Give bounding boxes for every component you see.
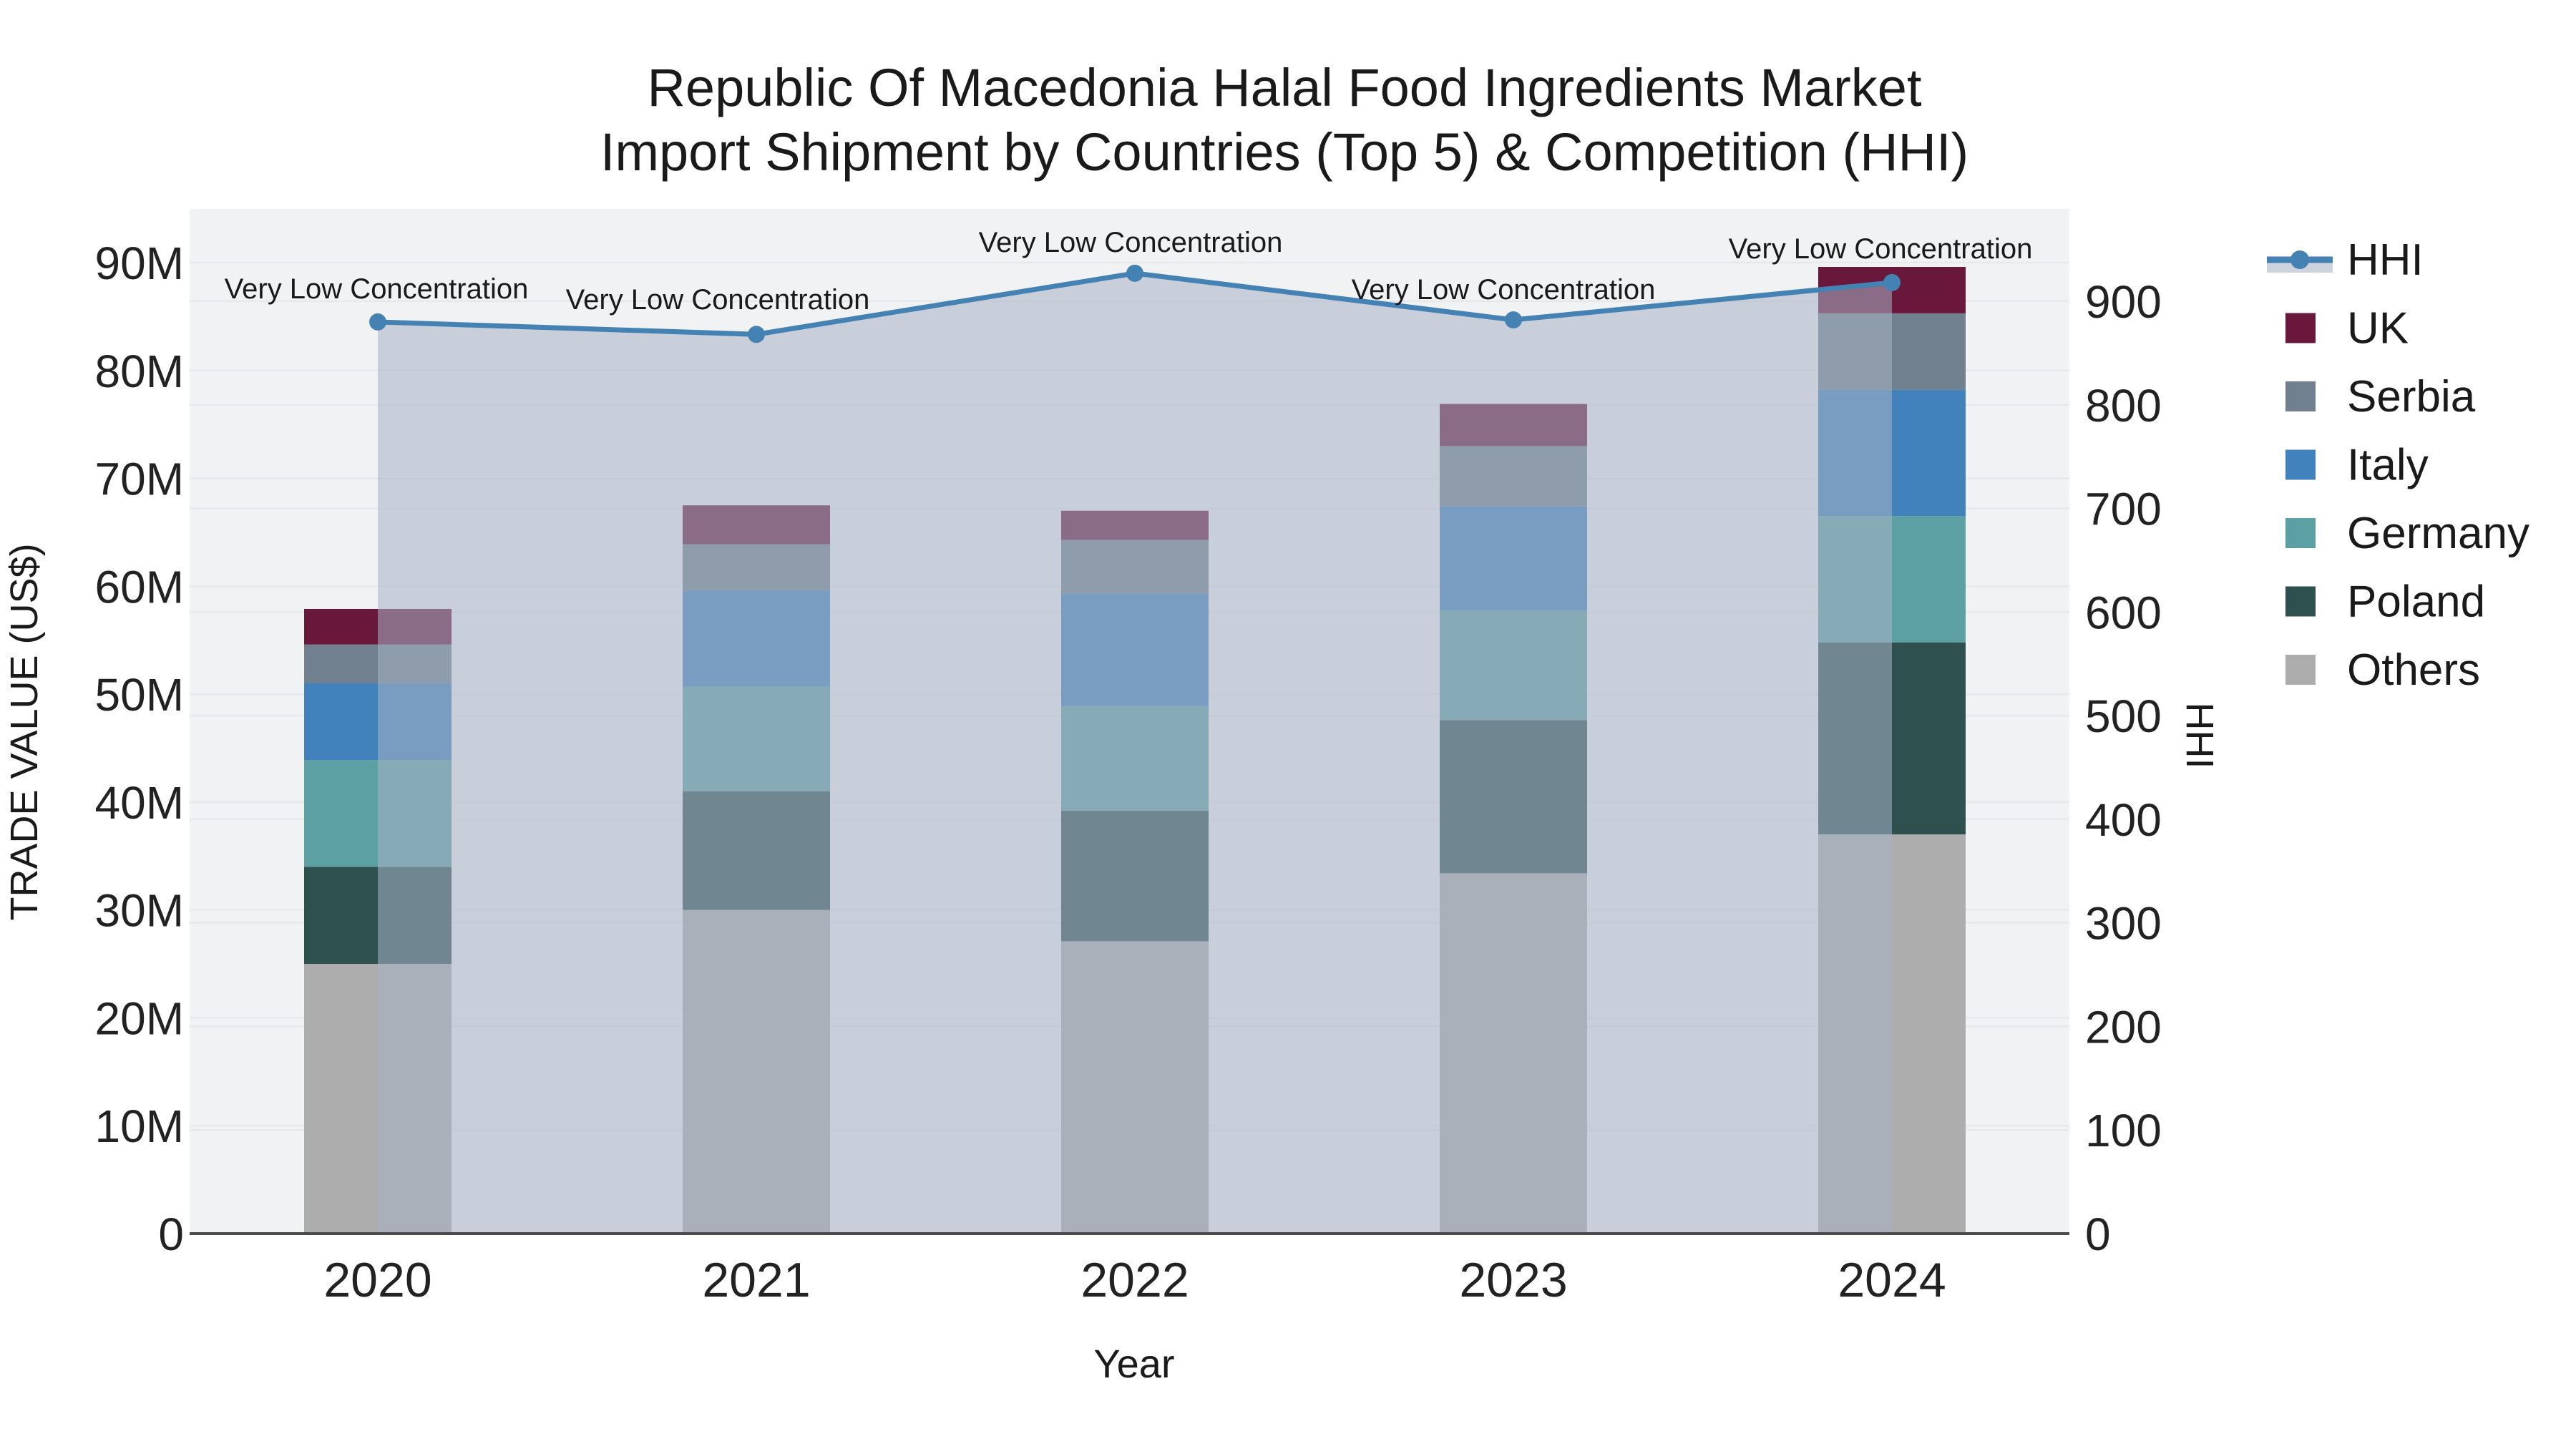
- legend-item-others[interactable]: Others: [2285, 645, 2480, 695]
- hhi-marker-2023[interactable]: [1505, 311, 1522, 329]
- annotation-2020: Very Low Concentration: [225, 273, 529, 305]
- chart-title-line1: Republic Of Macedonia Halal Food Ingredi…: [647, 58, 1921, 117]
- hhi-legend-marker-icon: [2290, 250, 2309, 269]
- annotations-layer: Very Low Concentration Very Low Concentra…: [225, 227, 2033, 316]
- hhi-area-fill: [378, 273, 1892, 1234]
- legend-label-uk: UK: [2347, 304, 2409, 353]
- legend-item-poland[interactable]: Poland: [2285, 577, 2485, 627]
- hhi-marker-2021[interactable]: [748, 326, 765, 343]
- x-tick-2024: 2024: [1838, 1253, 1946, 1307]
- legend-label-hhi: HHI: [2347, 235, 2424, 285]
- legend-label-italy: Italy: [2347, 441, 2429, 490]
- legend-swatch-uk: [2285, 313, 2316, 343]
- left-tick-70M: 70M: [95, 454, 185, 505]
- annotation-2022: Very Low Concentration: [979, 227, 1283, 258]
- hhi-fill-band: [378, 273, 1892, 1234]
- right-tick-200: 200: [2085, 1001, 2162, 1053]
- annotation-2024: Very Low Concentration: [1729, 233, 2033, 265]
- right-tick-600: 600: [2085, 587, 2162, 638]
- left-tick-50M: 50M: [95, 669, 185, 721]
- x-tick-2020: 2020: [323, 1253, 431, 1307]
- annotation-2023: Very Low Concentration: [1352, 274, 1656, 306]
- x-tick-2023: 2023: [1459, 1253, 1567, 1307]
- right-axis-tick-labels: 0 100 200 300 400 500 600 700 800 900: [2085, 276, 2162, 1260]
- chart-title-line2: Import Shipment by Countries (Top 5) & C…: [600, 122, 1968, 182]
- left-tick-20M: 20M: [95, 992, 185, 1044]
- legend-label-others: Others: [2347, 645, 2480, 695]
- legend-item-uk[interactable]: UK: [2285, 304, 2409, 353]
- legend-item-serbia[interactable]: Serbia: [2285, 372, 2476, 421]
- left-tick-90M: 90M: [95, 238, 185, 289]
- left-tick-60M: 60M: [95, 561, 185, 613]
- left-tick-10M: 10M: [95, 1101, 185, 1152]
- x-tick-2022: 2022: [1080, 1253, 1189, 1307]
- x-tick-2021: 2021: [702, 1253, 810, 1307]
- left-tick-80M: 80M: [95, 346, 185, 397]
- x-axis-title: Year: [1093, 1341, 1174, 1386]
- legend-swatch-italy: [2285, 449, 2316, 480]
- right-tick-900: 900: [2085, 276, 2162, 328]
- legend-label-serbia: Serbia: [2347, 372, 2476, 421]
- hhi-marker-2020[interactable]: [369, 313, 386, 331]
- legend-item-italy[interactable]: Italy: [2285, 441, 2429, 490]
- hhi-marker-2022[interactable]: [1126, 264, 1143, 282]
- right-tick-400: 400: [2085, 794, 2162, 846]
- right-tick-700: 700: [2085, 484, 2162, 535]
- y-axis-title: TRADE VALUE (US$): [3, 543, 46, 920]
- legend-swatch-poland: [2285, 586, 2316, 617]
- x-axis-tick-labels: 2020 2021 2022 2023 2024: [323, 1253, 1946, 1307]
- legend: HHI UK Serbia Italy Germany Poland Others: [2267, 235, 2529, 695]
- right-tick-100: 100: [2085, 1105, 2162, 1156]
- legend-label-poland: Poland: [2347, 577, 2485, 627]
- hhi-line: [369, 264, 1901, 343]
- left-tick-40M: 40M: [95, 777, 185, 829]
- legend-item-germany[interactable]: Germany: [2285, 509, 2529, 558]
- left-tick-30M: 30M: [95, 885, 185, 937]
- left-axis-tick-labels: 0 10M 20M 30M 40M 50M 60M 70M 80M 90M: [95, 238, 185, 1260]
- left-tick-0: 0: [158, 1209, 184, 1260]
- legend-label-germany: Germany: [2347, 509, 2529, 558]
- right-tick-500: 500: [2085, 691, 2162, 742]
- right-tick-0: 0: [2085, 1209, 2111, 1260]
- right-tick-800: 800: [2085, 380, 2162, 431]
- annotation-2021: Very Low Concentration: [566, 284, 870, 316]
- legend-swatch-serbia: [2285, 381, 2316, 411]
- legend-swatch-germany: [2285, 518, 2316, 548]
- y2-axis-title: HHI: [2178, 703, 2221, 769]
- right-tick-300: 300: [2085, 898, 2162, 950]
- hhi-marker-2024[interactable]: [1883, 273, 1901, 291]
- legend-swatch-others: [2285, 655, 2316, 685]
- legend-item-hhi[interactable]: HHI: [2267, 235, 2424, 285]
